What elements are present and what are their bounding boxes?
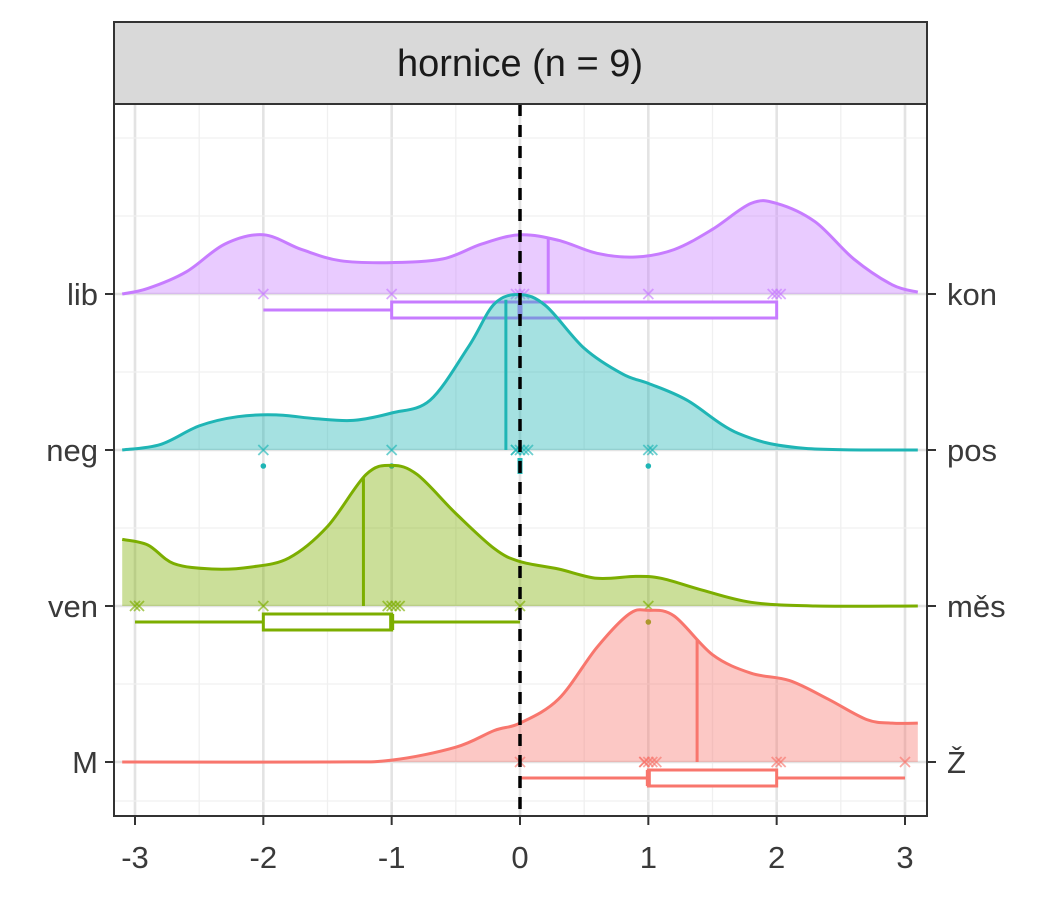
data-point-marker bbox=[257, 600, 269, 612]
x-tick-label: -2 bbox=[250, 840, 278, 875]
data-point-marker bbox=[257, 288, 269, 300]
x-tick-label: 1 bbox=[640, 840, 657, 875]
data-point-marker bbox=[522, 444, 534, 456]
data-point-stroke bbox=[522, 444, 534, 456]
box-iqr bbox=[646, 768, 779, 788]
data-point-marker bbox=[386, 600, 398, 612]
data-point-stroke bbox=[650, 756, 662, 768]
ridge-series-ven-měs bbox=[121, 463, 918, 632]
data-point-stroke bbox=[386, 600, 398, 612]
y-left-label-neg: neg bbox=[46, 433, 98, 468]
y-right-label-pos: pos bbox=[947, 433, 997, 468]
density-area bbox=[122, 609, 918, 763]
ridge-series-neg-pos bbox=[121, 293, 918, 474]
data-point-stroke bbox=[642, 444, 654, 456]
data-point-marker bbox=[775, 756, 787, 768]
data-point-stroke bbox=[386, 288, 398, 300]
data-point-stroke bbox=[642, 756, 654, 768]
data-point-marker bbox=[646, 756, 658, 768]
plot-panel bbox=[113, 103, 928, 817]
facet-strip-background bbox=[113, 21, 928, 105]
data-point-marker bbox=[771, 756, 783, 768]
data-point-stroke bbox=[257, 600, 269, 612]
density-area bbox=[122, 294, 918, 451]
x-tick-label: -1 bbox=[378, 840, 406, 875]
data-point-stroke bbox=[514, 600, 526, 612]
data-point-stroke bbox=[771, 756, 783, 768]
data-point-stroke bbox=[775, 288, 787, 300]
data-point-stroke bbox=[638, 756, 650, 768]
x-tick-label: 2 bbox=[768, 840, 785, 875]
data-point-marker bbox=[638, 756, 650, 768]
box-plot bbox=[135, 612, 652, 632]
x-tick-label: -3 bbox=[121, 840, 149, 875]
data-point-stroke bbox=[394, 600, 406, 612]
box-outlier bbox=[260, 463, 267, 469]
density-curve bbox=[122, 608, 918, 764]
data-point-stroke bbox=[646, 756, 658, 768]
data-point-stroke bbox=[386, 444, 398, 456]
box-plot bbox=[520, 768, 905, 788]
y-right-label-kon: kon bbox=[947, 277, 997, 312]
series-layer bbox=[121, 199, 919, 788]
data-point-stroke bbox=[257, 444, 269, 456]
y-left-label-ven: ven bbox=[48, 589, 98, 624]
facet-strip-title: hornice (n = 9) bbox=[397, 43, 643, 85]
y-left-label-lib: lib bbox=[67, 277, 98, 312]
data-point-marker bbox=[390, 600, 402, 612]
y-right-label-Ž: Ž bbox=[947, 745, 966, 780]
data-point-marker bbox=[646, 444, 658, 456]
density-area bbox=[122, 465, 918, 607]
data-point-stroke bbox=[390, 600, 402, 612]
data-point-marker bbox=[133, 600, 145, 612]
x-tick-label: 3 bbox=[896, 840, 913, 875]
data-point-marker bbox=[257, 444, 269, 456]
data-point-marker bbox=[775, 288, 787, 300]
axes: -3 -2 -1 0 1 2 3 lib kon neg pos ven měs M Ž bbox=[46, 277, 1005, 875]
data-point-marker bbox=[650, 756, 662, 768]
data-point-marker bbox=[771, 288, 783, 300]
data-point-marker bbox=[394, 600, 406, 612]
data-point-stroke bbox=[518, 444, 530, 456]
data-point-stroke bbox=[771, 288, 783, 300]
data-point-stroke bbox=[646, 444, 658, 456]
data-point-stroke bbox=[257, 288, 269, 300]
data-point-marker bbox=[386, 288, 398, 300]
data-point-marker bbox=[382, 600, 394, 612]
box-outlier bbox=[645, 463, 652, 469]
data-point-stroke bbox=[642, 288, 654, 300]
facet-strip: hornice (n = 9) bbox=[113, 21, 928, 105]
density-area bbox=[122, 200, 918, 294]
data-point-stroke bbox=[382, 600, 394, 612]
data-point-marker bbox=[386, 444, 398, 456]
density-curve bbox=[121, 293, 918, 452]
data-point-marker bbox=[642, 288, 654, 300]
box-iqr bbox=[261, 612, 394, 632]
data-point-marker bbox=[642, 756, 654, 768]
data-point-marker bbox=[899, 756, 911, 768]
y-right-label-měs: měs bbox=[947, 589, 1006, 624]
y-left-label-M: M bbox=[72, 745, 98, 780]
ridge-series-M-Ž bbox=[122, 608, 918, 788]
data-point-stroke bbox=[129, 600, 141, 612]
data-point-marker bbox=[514, 600, 526, 612]
density-curve bbox=[121, 463, 918, 608]
data-point-stroke bbox=[767, 288, 779, 300]
data-point-marker bbox=[129, 600, 141, 612]
box-iqr bbox=[390, 300, 779, 320]
data-point-stroke bbox=[775, 756, 787, 768]
data-point-marker bbox=[642, 444, 654, 456]
box-outlier bbox=[645, 619, 652, 625]
density-curve bbox=[121, 199, 919, 296]
data-point-marker bbox=[767, 288, 779, 300]
x-tick-label: 0 bbox=[511, 840, 528, 875]
data-point-stroke bbox=[899, 756, 911, 768]
data-point-stroke bbox=[133, 600, 145, 612]
